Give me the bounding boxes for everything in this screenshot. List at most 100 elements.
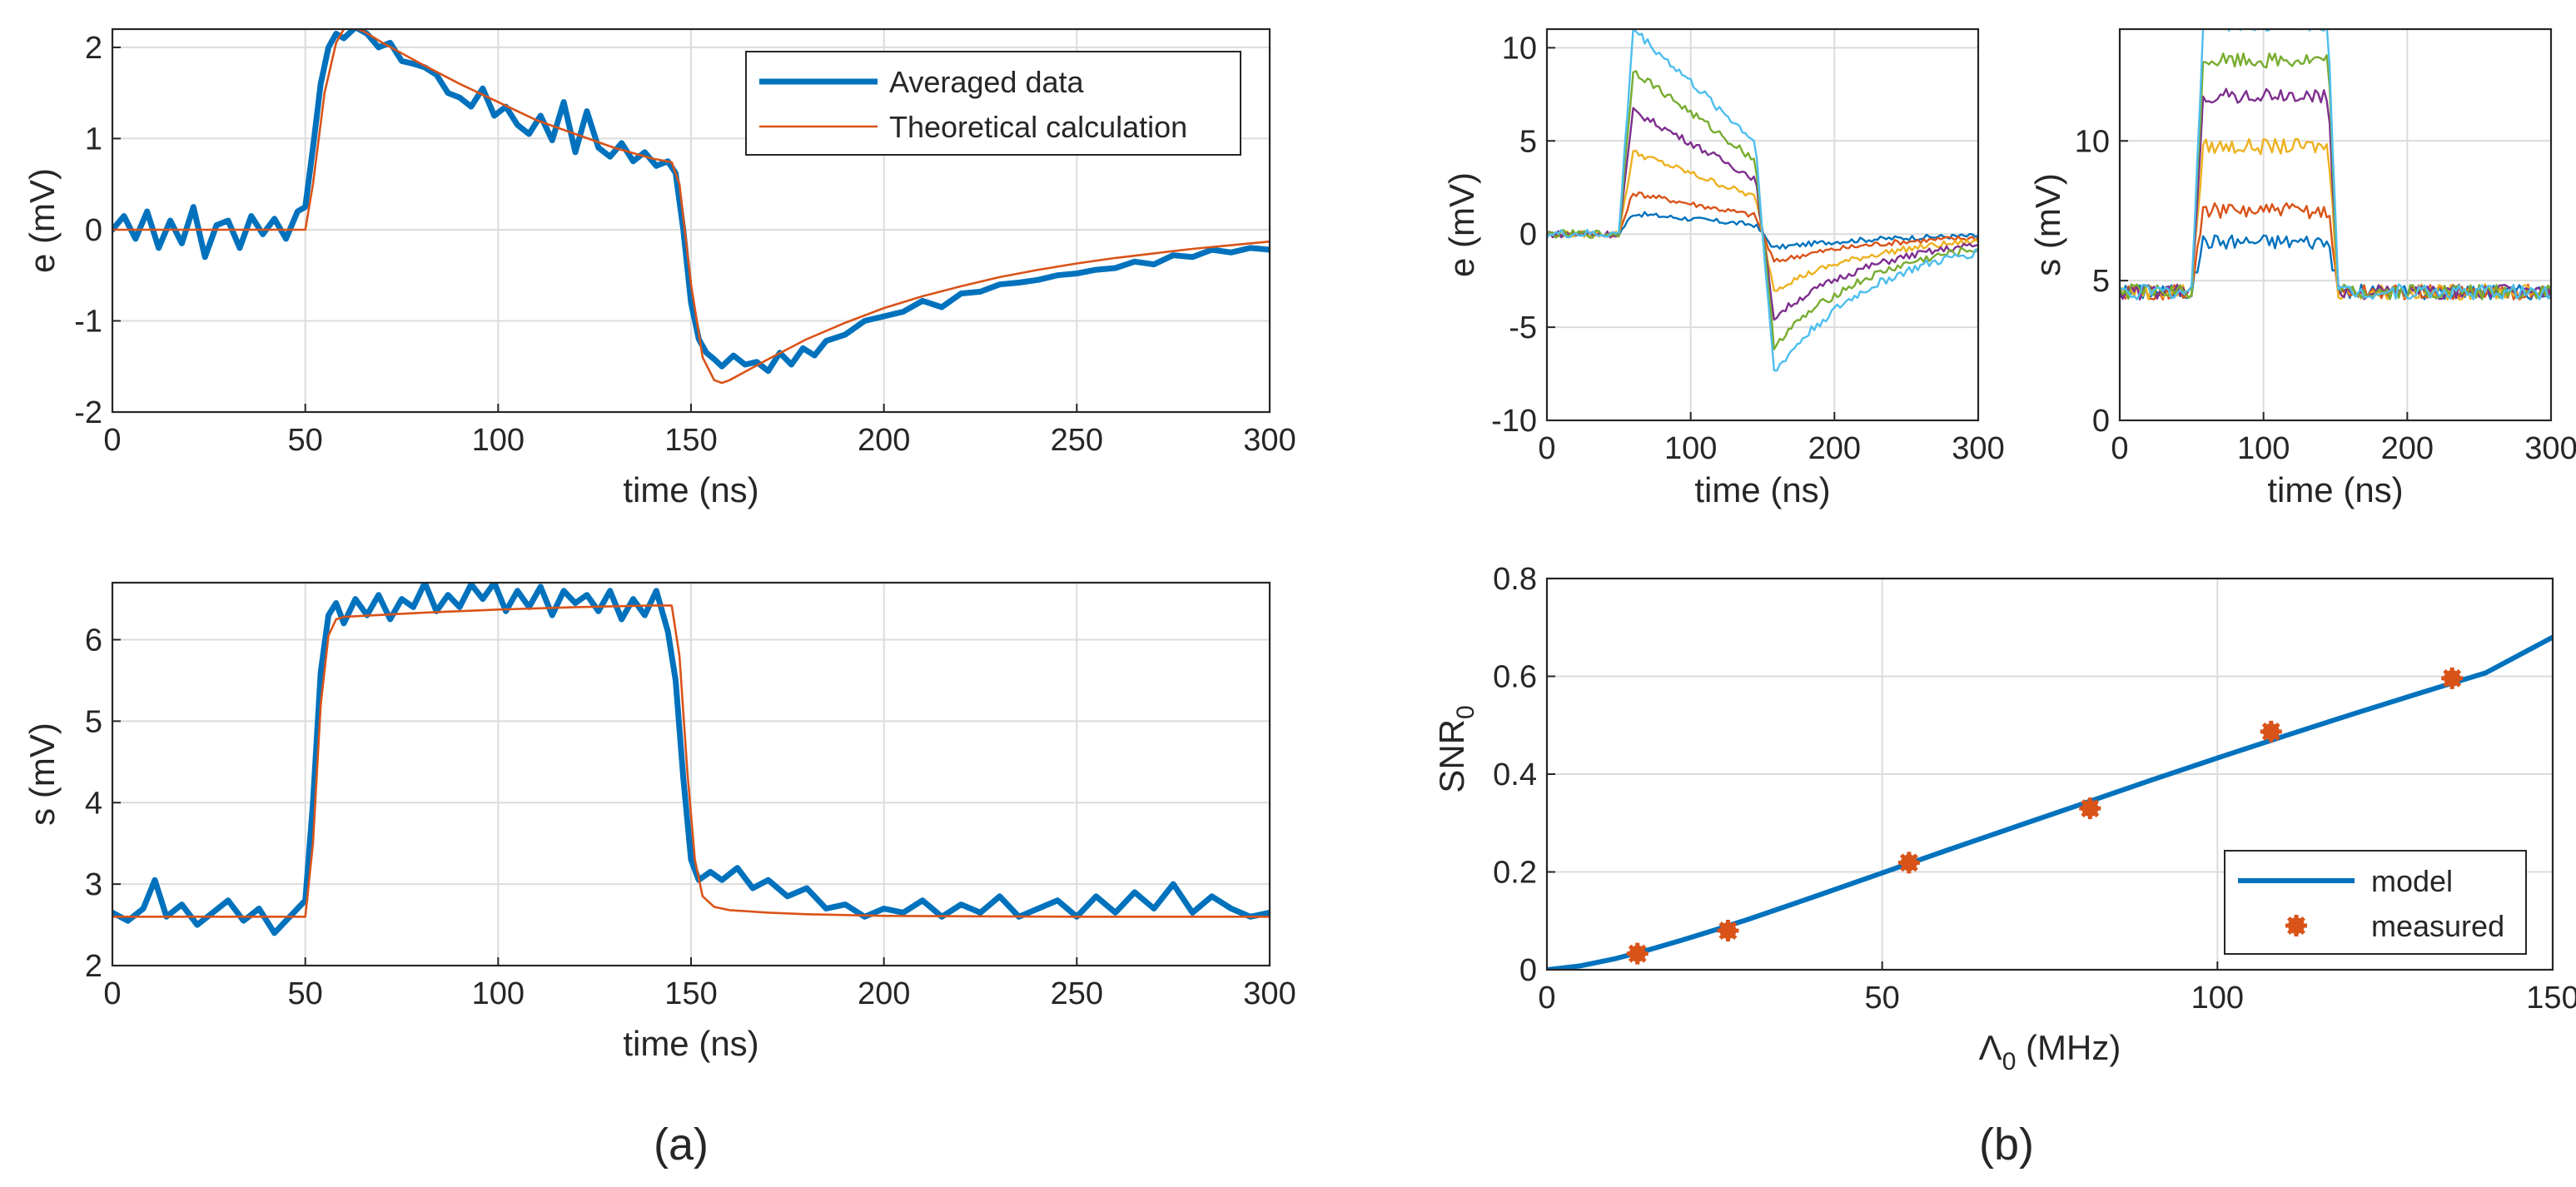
- x-axis-label-sub: 0: [2002, 1048, 2017, 1075]
- measured-point: [2260, 720, 2282, 742]
- y-tick-label: 5: [85, 704, 102, 739]
- x-axis-label-main: Λ: [1979, 1028, 2002, 1067]
- x-tick-label: 100: [472, 976, 525, 1011]
- caption-a: (a): [654, 1120, 709, 1170]
- y-tick-label: 2: [85, 31, 102, 66]
- legend: Averaged data Theoretical calculation: [745, 51, 1241, 156]
- x-tick-label: 50: [1865, 981, 1900, 1016]
- y-tick-label: 3: [85, 867, 102, 902]
- measured-point: [1897, 852, 1920, 874]
- measured-point-ray: [1899, 853, 1918, 872]
- series-6: [1547, 29, 1978, 372]
- x-tick-label: 100: [2191, 981, 2244, 1016]
- series-6: [2120, 29, 2551, 300]
- x-tick-label: 50: [288, 423, 323, 458]
- y-tick-label: 5: [1519, 124, 1537, 159]
- x-axis-label: time (ns): [2267, 470, 2403, 509]
- grid: [112, 583, 1271, 966]
- x-tick-label: 0: [1538, 431, 1555, 466]
- x-axis-label: time (ns): [1694, 470, 1830, 509]
- measured-point-ray: [2081, 799, 2100, 818]
- y-axis-label: s (mV): [22, 723, 62, 826]
- x-tick-label: 200: [1808, 431, 1861, 466]
- measured-point: [1626, 942, 1649, 965]
- y-tick-label: -10: [1491, 404, 1537, 439]
- x-tick-label: 300: [1952, 431, 2004, 466]
- y-tick-label: 5: [2092, 264, 2110, 299]
- y-tick-label: 10: [1502, 31, 1537, 66]
- x-tick-label: 100: [472, 423, 525, 458]
- y-axis-label-main: SNR: [1432, 719, 1471, 793]
- legend-label-theory: Theoretical calculation: [889, 110, 1187, 144]
- legend: model measured: [2224, 850, 2527, 955]
- y-tick-label: 0: [85, 213, 102, 248]
- y-axis-label: SNR0: [1432, 705, 1479, 792]
- measured-point-ray: [2443, 668, 2462, 688]
- x-tick-label: 300: [2524, 431, 2576, 466]
- x-tick-label: 300: [1243, 976, 1295, 1011]
- series-theoretical-calculation: [112, 604, 1270, 918]
- x-tick-label: 200: [858, 423, 910, 458]
- y-tick-label: -1: [74, 304, 102, 339]
- measured-point-ray: [1718, 921, 1738, 940]
- series-averaged-data: [112, 583, 1270, 936]
- measured-point-ray: [1628, 944, 1647, 963]
- x-tick-label: 100: [2237, 431, 2290, 466]
- x-tick-label: 300: [1243, 423, 1295, 458]
- chart-s-averaged: 0 50 100 150 200 250 300 2 3 4 5 6 time (ns) s (mV): [22, 581, 1296, 1063]
- series-model: [1547, 634, 2553, 970]
- x-tick-label: 0: [2111, 431, 2128, 466]
- x-tick-label: 0: [1538, 981, 1555, 1016]
- y-tick-label: 1: [85, 122, 102, 156]
- x-axis-label: time (ns): [623, 470, 758, 509]
- chart-s-multi: 0 100 200 300 0 5 10 time (ns) s (mV): [2028, 27, 2576, 509]
- legend-label-model: model: [2371, 864, 2453, 898]
- chart-e-multi: 0 100 200 300 -10 -5 0 5 10 time (ns) e (mV): [1442, 27, 2005, 509]
- y-tick-label: 2: [85, 949, 102, 984]
- chart-e-averaged: 0 50 100 150 200 250 300 -2 -1 0 1 2 time (ns) e (mV)…: [22, 27, 1296, 509]
- y-tick-label: 0.8: [1493, 562, 1537, 597]
- y-tick-label: -2: [74, 395, 102, 430]
- y-axis-label: e (mV): [22, 168, 62, 273]
- x-tick-label: 200: [2381, 431, 2434, 466]
- y-axis-label-sub: 0: [1452, 705, 1479, 719]
- axes-frame: [1545, 27, 1980, 422]
- y-tick-label: 6: [85, 623, 102, 658]
- series-averaged-data: [112, 29, 1270, 375]
- measured-point: [2441, 667, 2464, 689]
- axes-frame: [111, 581, 1271, 967]
- y-tick-label: -5: [1509, 310, 1537, 345]
- measured-point-ray: [2261, 722, 2280, 741]
- measured-point: [2079, 797, 2101, 820]
- legend-box: [745, 51, 1241, 156]
- caption-b: (b): [1979, 1120, 2034, 1170]
- x-tick-label: 100: [1664, 431, 1717, 466]
- y-tick-label: 10: [2075, 124, 2110, 159]
- x-axis-label: time (ns): [623, 1024, 758, 1063]
- legend-swatch-measured-ray: [2287, 916, 2305, 935]
- x-tick-label: 0: [103, 976, 121, 1011]
- axes-frame: [1545, 577, 2554, 971]
- legend-label-averaged: Averaged data: [889, 65, 1085, 99]
- series-5: [1547, 70, 1978, 350]
- axes-frame: [111, 27, 1271, 414]
- y-axis-label: s (mV): [2028, 173, 2067, 276]
- y-tick-label: 0: [1519, 953, 1537, 988]
- x-axis-label: Λ0 (MHz): [1979, 1028, 2121, 1075]
- x-tick-label: 150: [664, 423, 717, 458]
- axes-frame: [2118, 27, 2553, 422]
- x-tick-label: 0: [103, 423, 121, 458]
- y-tick-label: 0.4: [1493, 757, 1537, 792]
- x-tick-label: 150: [664, 976, 717, 1011]
- x-tick-label: 200: [858, 976, 910, 1011]
- series-4: [1547, 107, 1978, 321]
- y-axis-label: e (mV): [1442, 172, 1481, 277]
- series-theoretical-calculation: [112, 29, 1270, 385]
- y-tick-label: 0.2: [1493, 856, 1537, 891]
- y-tick-label: 0: [1519, 217, 1537, 252]
- x-tick-label: 250: [1051, 423, 1103, 458]
- x-axis-label-rest: (MHz): [2016, 1028, 2121, 1067]
- legend-box: [2224, 850, 2527, 955]
